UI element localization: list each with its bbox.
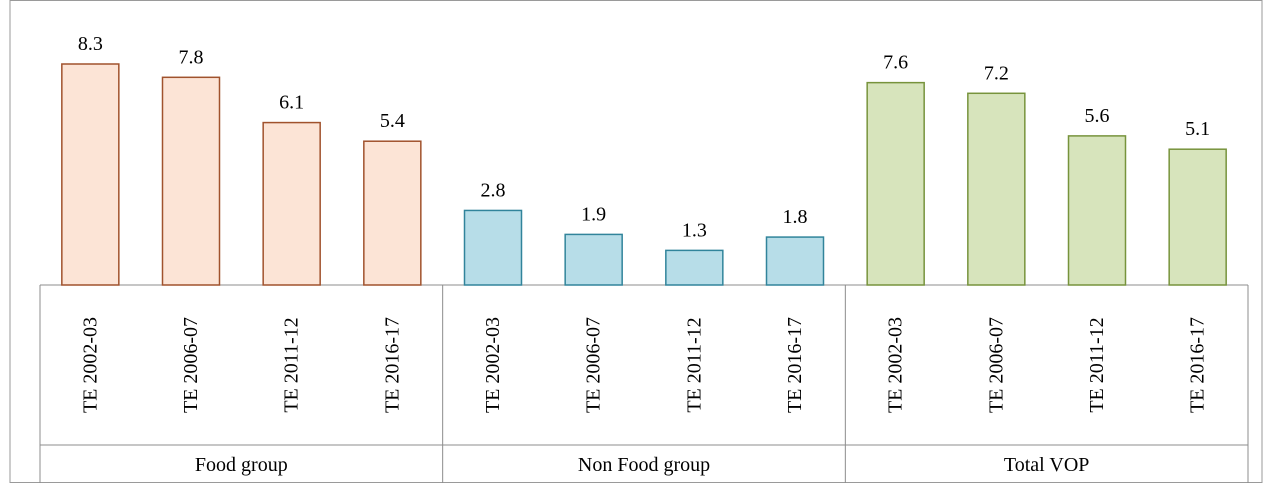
data-label: 5.4 [380,110,405,132]
bar [161,76,221,286]
data-labels: 8.3 7.8 6.1 5.4 2.8 1.9 1.3 1.8 7.6 7.2 5.6 5.1 [78,33,1210,241]
data-label: 1.8 [783,206,808,228]
tick-label: TE 2016-17 [784,317,806,413]
data-label: 1.3 [682,219,707,241]
data-label: 7.6 [883,52,908,74]
tick-label: TE 2002-03 [885,317,907,413]
data-label: 2.8 [481,179,506,201]
data-label: 5.1 [1185,118,1210,140]
bar [967,92,1026,286]
tick-label: TE 2011-12 [683,317,705,412]
data-label: 7.8 [179,46,204,68]
category-axis: TE 2002-03 TE 2006-07 TE 2011-12 TE 2016-17… [39,284,1249,483]
bar [363,140,422,286]
data-label: 6.1 [279,92,304,114]
bar [463,209,523,286]
bar [262,121,321,286]
tick-label: TE 2002-03 [482,317,504,413]
bar [1067,135,1127,286]
bar [61,63,120,286]
bars [61,63,1227,286]
tick-label: TE 2006-07 [583,317,605,413]
bar [765,236,825,286]
bar [1168,148,1227,286]
tick-label: TE 2011-12 [281,317,303,412]
tick-label: TE 2006-07 [985,317,1007,413]
data-label: 1.9 [581,203,606,225]
tick-label: TE 2016-17 [1187,317,1209,413]
data-label: 5.6 [1085,105,1110,127]
tick-label: TE 2006-07 [180,317,202,413]
bar [564,233,623,286]
group-label: Non Food group [578,454,710,476]
bar [866,81,925,286]
data-label: 8.3 [78,33,103,55]
group-label: Food group [195,454,288,476]
tick-label: TE 2016-17 [381,317,403,413]
group-label: Total VOP [1004,454,1089,476]
bar [665,249,724,286]
tick-label: TE 2011-12 [1086,317,1108,412]
data-label: 7.2 [984,62,1009,84]
tick-label: TE 2002-03 [79,317,101,413]
